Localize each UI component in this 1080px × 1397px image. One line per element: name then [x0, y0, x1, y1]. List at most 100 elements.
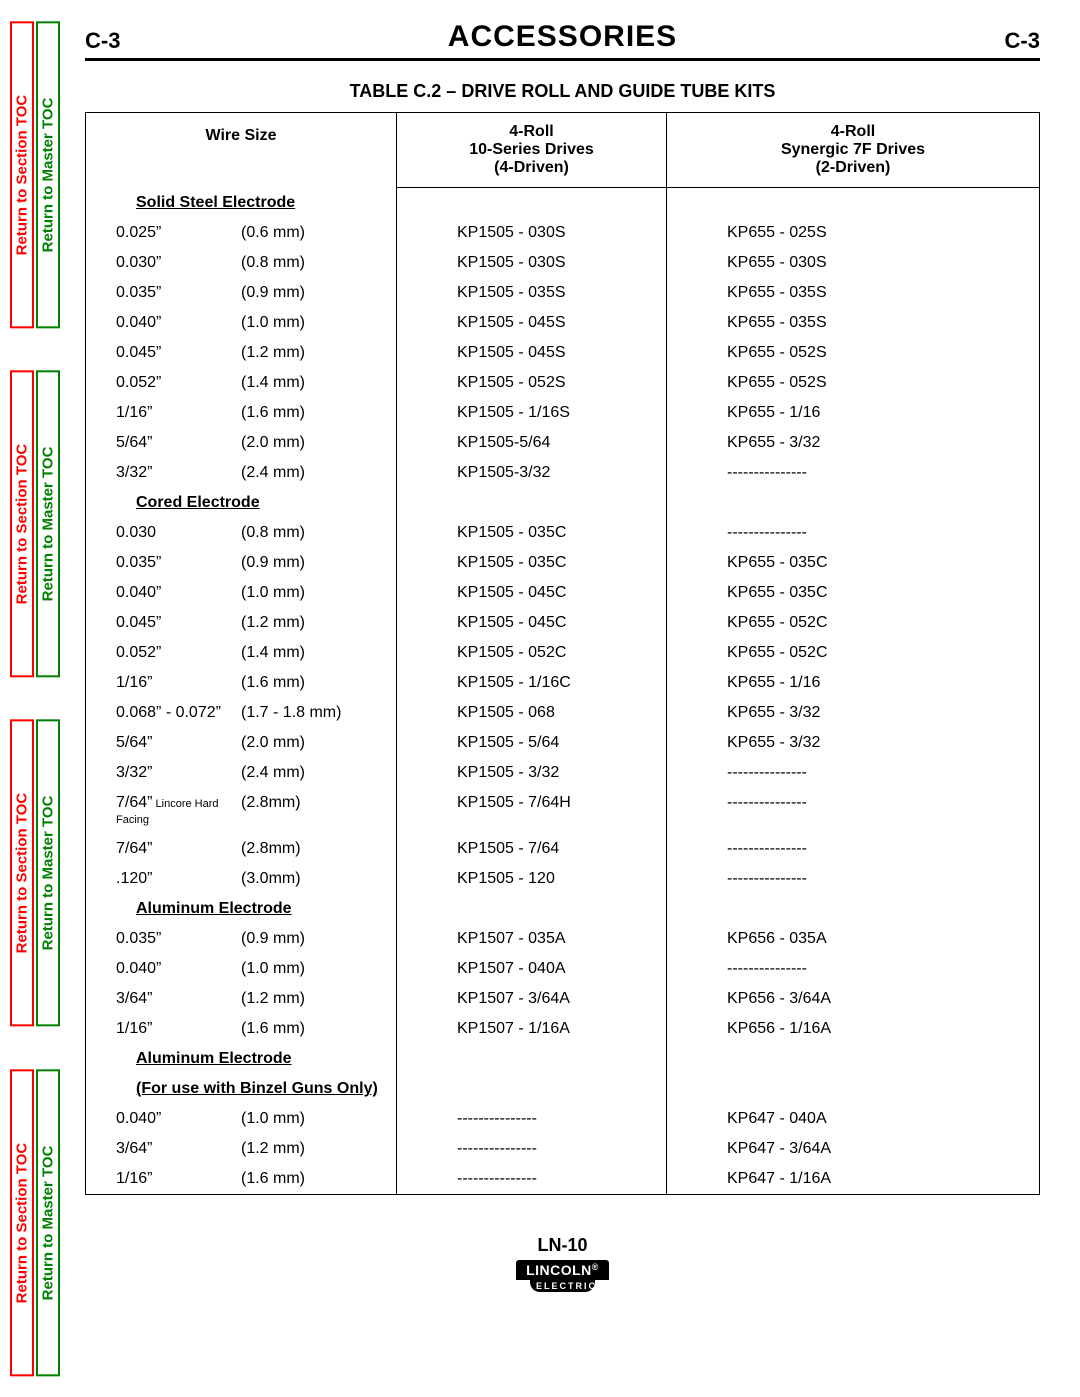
table-row: 0.035”(0.9 mm)KP1505 - 035CKP655 - 035C — [86, 548, 1039, 578]
cell-synergic-part: KP655 - 035S — [666, 308, 1039, 338]
cell-synergic-part: KP655 - 3/32 — [666, 728, 1039, 758]
cell-synergic-part: KP655 - 1/16 — [666, 398, 1039, 428]
table-row: 7/64” Lincore Hard Facing(2.8mm)KP1505 -… — [86, 788, 1039, 834]
logo-brand-top: LINCOLN® — [516, 1260, 609, 1280]
cell-wire-inches: 0.040” — [86, 578, 241, 608]
cell-wire-inches: 0.030 — [86, 518, 241, 548]
table-section-header: Solid Steel Electrode — [86, 188, 1039, 218]
cell-wire-inches: 0.040” — [86, 308, 241, 338]
cell-wire-inches: 0.052” — [86, 368, 241, 398]
cell-wire-mm: (2.0 mm) — [241, 728, 396, 758]
cell-10series-part: KP1507 - 040A — [396, 954, 666, 984]
cell-synergic-part: KP655 - 052C — [666, 638, 1039, 668]
table-row: 0.045”(1.2 mm)KP1505 - 045CKP655 - 052C — [86, 608, 1039, 638]
cell-wire-mm: (0.8 mm) — [241, 518, 396, 548]
cell-wire-inches: 0.040” — [86, 954, 241, 984]
cell-10series-part: KP1505 - 052C — [396, 638, 666, 668]
cell-wire-mm: (1.7 - 1.8 mm) — [241, 698, 396, 728]
section-label: Aluminum Electrode — [86, 1044, 396, 1074]
cell-wire-mm: (1.0 mm) — [241, 1104, 396, 1134]
cell-synergic-part: KP647 - 040A — [666, 1104, 1039, 1134]
cell-wire-mm: (1.6 mm) — [241, 1014, 396, 1044]
cell-wire-mm: (1.0 mm) — [241, 308, 396, 338]
section-spacer — [666, 1074, 1039, 1104]
cell-wire-inches: .120” — [86, 864, 241, 894]
table-section-subheader: (For use with Binzel Guns Only) — [86, 1074, 1039, 1104]
page-code-right: C-3 — [1005, 28, 1040, 54]
cell-wire-mm: (2.0 mm) — [241, 428, 396, 458]
cell-10series-part: --------------- — [396, 1104, 666, 1134]
cell-10series-part: KP1505 - 1/16C — [396, 668, 666, 698]
cell-wire-inches: 5/64” — [86, 728, 241, 758]
page-header: C-3 ACCESSORIES C-3 — [85, 20, 1040, 61]
footer-model: LN-10 — [85, 1235, 1040, 1256]
section-label: Solid Steel Electrode — [86, 188, 396, 218]
page-footer: LN-10 LINCOLN® ELECTRIC — [85, 1235, 1040, 1294]
cell-synergic-part: KP655 - 035S — [666, 278, 1039, 308]
return-section-toc-link[interactable]: Return to Section TOC — [10, 370, 34, 677]
table-row: 0.030(0.8 mm)KP1505 - 035C--------------… — [86, 518, 1039, 548]
cell-synergic-part: KP655 - 3/32 — [666, 428, 1039, 458]
cell-wire-mm: (0.9 mm) — [241, 924, 396, 954]
cell-10series-part: KP1505 - 045S — [396, 338, 666, 368]
cell-synergic-part: KP655 - 1/16 — [666, 668, 1039, 698]
cell-wire-mm: (1.6 mm) — [241, 398, 396, 428]
table-row: 0.035”(0.9 mm)KP1507 - 035AKP656 - 035A — [86, 924, 1039, 954]
cell-synergic-part: KP656 - 3/64A — [666, 984, 1039, 1014]
cell-wire-inches: 5/64” — [86, 428, 241, 458]
cell-10series-part: KP1507 - 3/64A — [396, 984, 666, 1014]
return-master-toc-link[interactable]: Return to Master TOC — [36, 719, 60, 1026]
section-label: Cored Electrode — [86, 488, 396, 518]
cell-synergic-part: KP647 - 3/64A — [666, 1134, 1039, 1164]
section-spacer — [396, 894, 666, 924]
header-10series: 4-Roll 10-Series Drives (4-Driven) — [396, 113, 666, 188]
header-synergic-l2: Synergic 7F Drives — [671, 141, 1035, 159]
cell-wire-mm: (1.2 mm) — [241, 338, 396, 368]
cell-wire-mm: (1.4 mm) — [241, 638, 396, 668]
cell-10series-part: KP1505 - 045S — [396, 308, 666, 338]
cell-10series-part: KP1505 - 7/64 — [396, 834, 666, 864]
section-spacer — [666, 188, 1039, 218]
table-row: 3/64”(1.2 mm)KP1507 - 3/64AKP656 - 3/64A — [86, 984, 1039, 1014]
cell-synergic-part: KP655 - 052C — [666, 608, 1039, 638]
table-row: 1/16”(1.6 mm)KP1505 - 1/16SKP655 - 1/16 — [86, 398, 1039, 428]
table-row: 3/32”(2.4 mm)KP1505-3/32--------------- — [86, 458, 1039, 488]
return-master-toc-link[interactable]: Return to Master TOC — [36, 21, 60, 328]
cell-wire-inches: 3/32” — [86, 458, 241, 488]
cell-wire-inches: 1/16” — [86, 668, 241, 698]
header-synergic-l1: 4-Roll — [671, 123, 1035, 141]
cell-synergic-part: KP655 - 3/32 — [666, 698, 1039, 728]
table-body: Solid Steel Electrode0.025”(0.6 mm)KP150… — [86, 188, 1039, 1194]
lincoln-logo: LINCOLN® ELECTRIC — [516, 1260, 609, 1292]
cell-10series-part: KP1505 - 045C — [396, 608, 666, 638]
return-section-toc-link[interactable]: Return to Section TOC — [10, 1069, 34, 1376]
table-row: .120”(3.0mm)KP1505 - 120--------------- — [86, 864, 1039, 894]
cell-wire-mm: (2.8mm) — [241, 788, 396, 834]
cell-wire-mm: (0.9 mm) — [241, 548, 396, 578]
table-row: 5/64”(2.0 mm)KP1505 - 5/64KP655 - 3/32 — [86, 728, 1039, 758]
page-code-left: C-3 — [85, 28, 120, 54]
cell-10series-part: KP1505 - 052S — [396, 368, 666, 398]
cell-wire-inches: 0.045” — [86, 608, 241, 638]
cell-wire-mm: (1.2 mm) — [241, 1134, 396, 1164]
cell-wire-mm: (0.9 mm) — [241, 278, 396, 308]
return-master-toc-link[interactable]: Return to Master TOC — [36, 1069, 60, 1376]
cell-10series-part: --------------- — [396, 1164, 666, 1194]
return-section-toc-link[interactable]: Return to Section TOC — [10, 719, 34, 1026]
logo-brand-bottom: ELECTRIC — [530, 1280, 595, 1292]
return-section-toc-link[interactable]: Return to Section TOC — [10, 21, 34, 328]
section-spacer — [666, 488, 1039, 518]
cell-wire-inches: 0.030” — [86, 248, 241, 278]
section-spacer — [666, 1044, 1039, 1074]
section-spacer — [666, 894, 1039, 924]
section-sublabel: (For use with Binzel Guns Only) — [86, 1074, 396, 1104]
cell-synergic-part: --------------- — [666, 788, 1039, 834]
table-title: TABLE C.2 – DRIVE ROLL AND GUIDE TUBE KI… — [85, 81, 1040, 102]
return-master-toc-link[interactable]: Return to Master TOC — [36, 370, 60, 677]
cell-wire-inches: 0.040” — [86, 1104, 241, 1134]
section-spacer — [396, 188, 666, 218]
cell-wire-inches: 0.035” — [86, 278, 241, 308]
logo-brand-name: LINCOLN — [526, 1262, 592, 1278]
cell-10series-part: KP1505 - 045C — [396, 578, 666, 608]
cell-synergic-part: KP656 - 1/16A — [666, 1014, 1039, 1044]
